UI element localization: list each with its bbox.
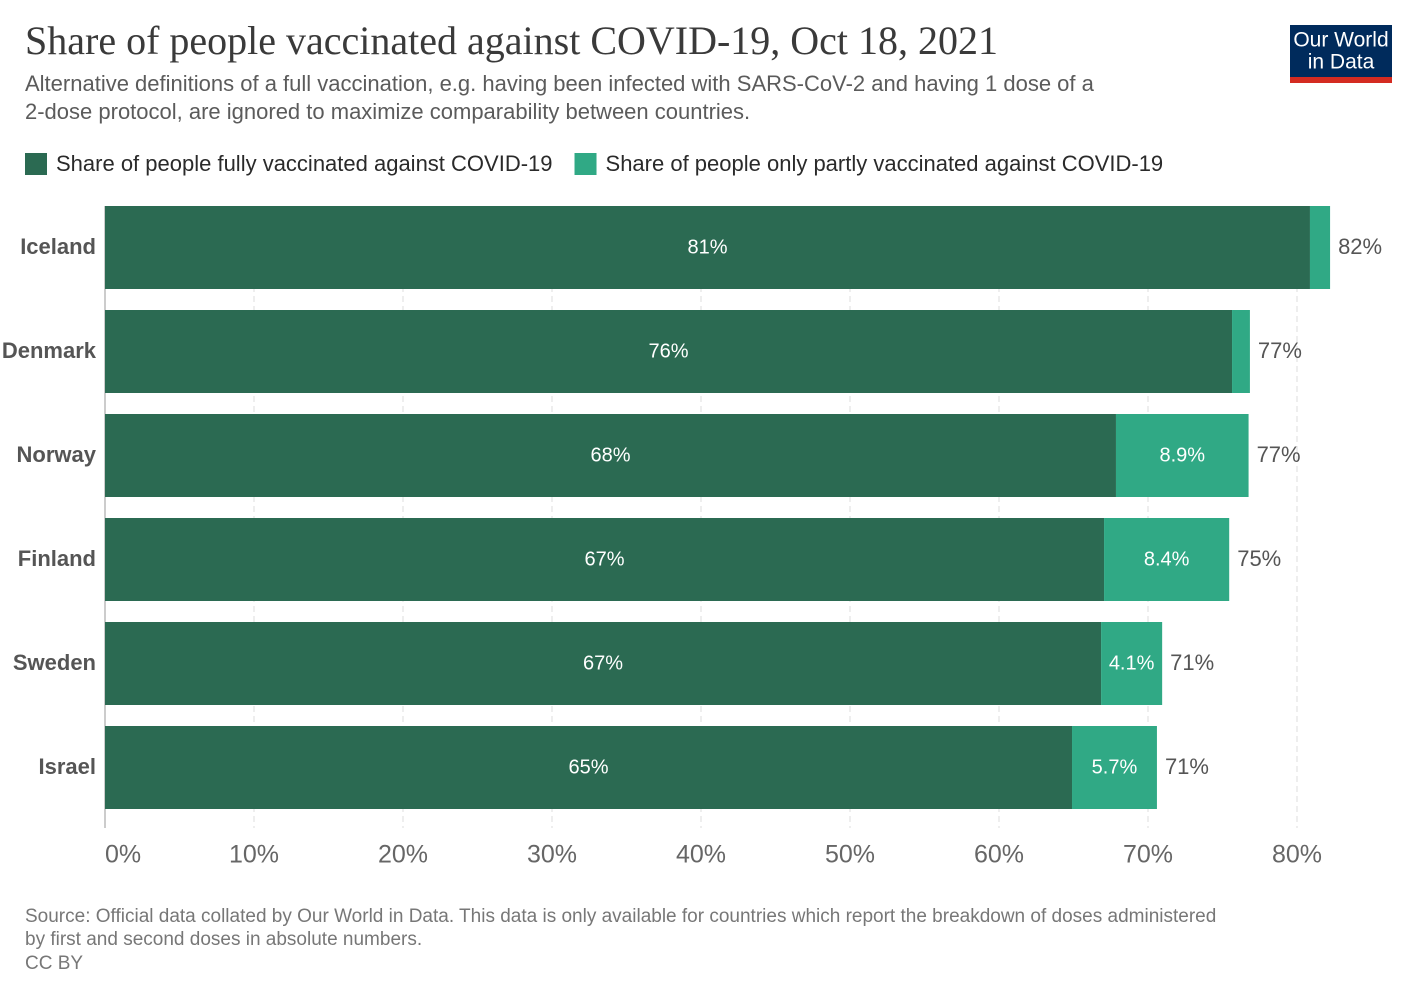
value-label: 68% xyxy=(590,444,630,466)
value-label: 67% xyxy=(583,652,623,674)
bar-segment xyxy=(1309,206,1331,289)
bar-segment xyxy=(1101,622,1163,705)
y-tick-label: Finland xyxy=(18,546,96,571)
total-label: 71% xyxy=(1170,650,1214,675)
x-tick-label: 50% xyxy=(825,841,875,869)
y-tick-label: Iceland xyxy=(20,234,96,259)
legend-swatch xyxy=(574,153,597,175)
subtitle: 2-dose protocol, are ignored to maximize… xyxy=(25,99,750,124)
y-tick-label: Israel xyxy=(39,754,97,779)
bar-segment xyxy=(1115,414,1249,497)
logo-box xyxy=(1290,25,1392,77)
x-tick-label: 60% xyxy=(974,841,1024,869)
legend-label: Share of people fully vaccinated against… xyxy=(56,151,553,176)
source: by first and second doses in absolute nu… xyxy=(25,929,422,950)
value-label: 67% xyxy=(585,548,625,570)
source: Source: Official data collated by Our Wo… xyxy=(25,906,1216,927)
x-tick-label: 40% xyxy=(676,841,726,869)
bar-segment xyxy=(1232,310,1250,393)
y-tick-label: Sweden xyxy=(13,650,96,675)
logo-text: Our World xyxy=(1293,29,1388,52)
x-tick-label: 10% xyxy=(229,841,279,869)
x-tick-label: 30% xyxy=(527,841,577,869)
legend-label: Share of people only partly vaccinated a… xyxy=(606,151,1164,176)
value-label: 76% xyxy=(649,340,689,362)
x-tick-label: 70% xyxy=(1123,841,1173,869)
bar-segment xyxy=(1104,518,1230,601)
value-label: 5.7% xyxy=(1092,756,1138,778)
bar-segment xyxy=(105,622,1102,705)
y-tick-label: Denmark xyxy=(2,338,97,363)
bar-segment xyxy=(105,310,1233,393)
y-tick-label: Norway xyxy=(17,442,97,467)
legend-swatch xyxy=(25,153,47,175)
x-tick-label: 20% xyxy=(378,841,428,869)
logo-text: in Data xyxy=(1308,51,1375,74)
x-tick-label: 0% xyxy=(105,841,141,869)
total-label: 77% xyxy=(1257,442,1301,467)
logo-stripe xyxy=(1290,77,1392,83)
subtitle: Alternative definitions of a full vaccin… xyxy=(25,71,1095,96)
bar-segment xyxy=(1072,726,1157,809)
bar-segment xyxy=(105,518,1105,601)
total-label: 71% xyxy=(1165,754,1209,779)
total-label: 75% xyxy=(1237,546,1281,571)
value-label: 8.4% xyxy=(1144,548,1190,570)
license: CC BY xyxy=(25,953,83,974)
value-label: 81% xyxy=(687,236,727,258)
value-label: 4.1% xyxy=(1109,652,1155,674)
total-label: 82% xyxy=(1338,234,1382,259)
bar-segment xyxy=(105,726,1073,809)
bar-segment xyxy=(105,206,1310,289)
total-label: 77% xyxy=(1258,338,1302,363)
x-tick-label: 80% xyxy=(1272,841,1322,869)
chart-title: Share of people vaccinated against COVID… xyxy=(25,18,998,63)
bar-segment xyxy=(105,414,1116,497)
value-label: 8.9% xyxy=(1159,444,1205,466)
value-label: 65% xyxy=(568,756,608,778)
